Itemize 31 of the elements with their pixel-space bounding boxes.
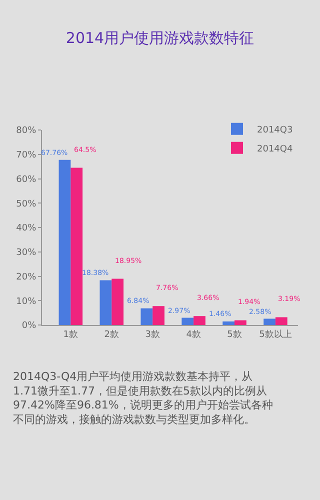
y-tick-label: 60% (16, 174, 37, 185)
bar (112, 278, 124, 325)
x-tick-label: 3款 (145, 328, 160, 340)
y-tick-label: 10% (16, 296, 37, 307)
chart-title: 2014用户使用游戏款数特征 (66, 29, 254, 47)
y-tick-label: 40% (16, 224, 37, 234)
y-tick-label: 70% (16, 150, 37, 161)
bar (234, 320, 246, 325)
bar (100, 280, 112, 325)
legend-label: 2014Q3 (257, 125, 293, 136)
x-tick-label: 4款 (186, 328, 201, 340)
y-tick-label: 80% (16, 126, 37, 136)
bar (264, 318, 276, 325)
bar (182, 318, 194, 325)
y-tick-label: 50% (16, 199, 37, 210)
bar (70, 168, 83, 325)
y-tick-label: 0% (22, 321, 37, 332)
bar (222, 321, 235, 325)
text: 2014Q3-Q4用户平均使用游戏款数基本持平，从1.71微升至1.77，但是使用款数在5款以内的比例从97.42%降至96.81%，说明更多的用户开始尝试各种不同的游戏，接触的游戏款数与类型更加多样化。 (13, 370, 273, 426)
bar (194, 316, 206, 325)
y-tick-label: 20% (16, 272, 37, 282)
x-tick-label: 5款以上 (259, 328, 292, 340)
x-tick-label: 1款 (63, 328, 78, 340)
bar (58, 160, 71, 325)
bar (152, 306, 164, 325)
x-tick-label: 5款 (227, 328, 242, 340)
bar (140, 308, 153, 325)
x-tick-label: 2款 (104, 328, 119, 340)
legend-label: 2014Q4 (257, 144, 293, 154)
bar (275, 317, 288, 325)
y-tick-label: 30% (16, 248, 37, 258)
